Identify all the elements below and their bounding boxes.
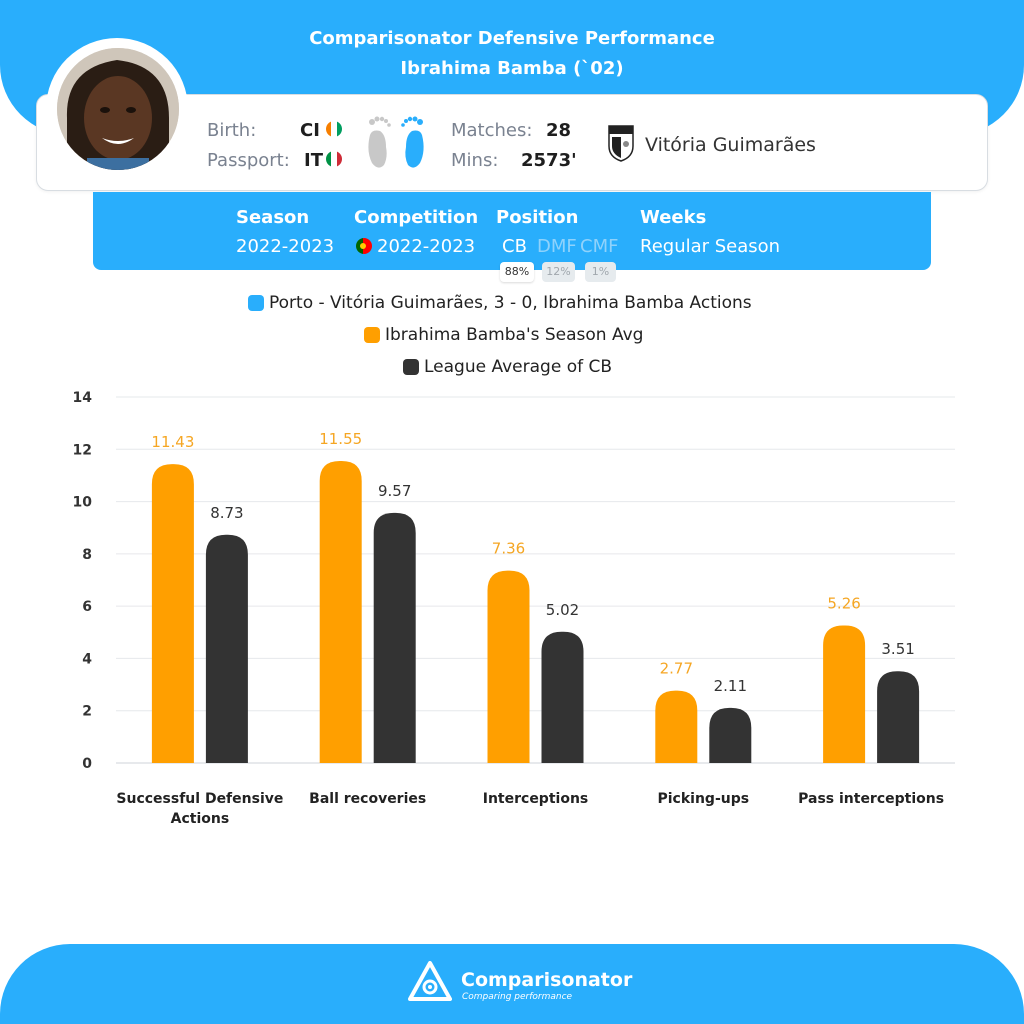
legend-item-match-actions: Porto - Vitória Guimarães, 3 - 0, Ibrahi… <box>248 293 752 313</box>
club-name: Vitória Guimarães <box>645 134 816 156</box>
season-value: 2022-2023 <box>236 236 335 257</box>
avatar <box>57 48 179 170</box>
position-primary-pct: 88% <box>500 262 534 282</box>
legend-swatch-orange <box>364 327 380 343</box>
bar-picking-ups-season-avg <box>655 690 698 763</box>
passport-country-code: IT <box>304 150 323 171</box>
x-tick-label: Pass interceptions <box>798 791 944 807</box>
legend-swatch-dark <box>403 359 419 375</box>
weeks-label: Weeks <box>640 207 707 228</box>
data-label: 7.36 <box>492 540 525 558</box>
y-tick-label: 2 <box>82 704 92 720</box>
bar-picking-ups-league-avg <box>709 707 752 763</box>
y-tick-label: 10 <box>73 495 93 511</box>
y-tick-label: 14 <box>73 390 93 406</box>
data-label: 2.11 <box>714 677 747 695</box>
feet-icon <box>364 111 428 171</box>
competition-label: Competition <box>354 207 479 228</box>
position-tertiary: CMF <box>580 236 619 257</box>
weeks-value: Regular Season <box>640 236 781 257</box>
position-primary: CB <box>502 236 527 257</box>
footer-band <box>0 944 1024 1024</box>
birth-country-code: CI <box>300 120 320 141</box>
info-box <box>93 192 931 270</box>
y-tick-label: 4 <box>82 651 92 667</box>
legend-item-league-avg: League Average of CB <box>403 357 612 377</box>
x-tick-label: Actions <box>171 811 230 827</box>
bar-pass-interceptions-season-avg <box>823 625 866 763</box>
player-name-title: Ibrahima Bamba (`02) <box>400 58 624 79</box>
data-label: 3.51 <box>881 640 914 658</box>
page-title: Comparisonator Defensive Performance <box>309 28 715 49</box>
data-label: 11.55 <box>319 430 362 448</box>
competition-value: 2022-2023 <box>377 236 476 257</box>
y-tick-label: 8 <box>82 547 92 563</box>
comparisonator-logo-icon <box>408 961 452 1003</box>
bar-interceptions-league-avg <box>541 631 584 763</box>
season-label: Season <box>236 207 310 228</box>
x-tick-label: Successful Defensive <box>116 791 283 807</box>
player-card <box>36 94 988 191</box>
bar-successful-defensive-actions-league-avg <box>205 534 248 763</box>
position-secondary-pct: 12% <box>542 262 575 282</box>
data-label: 11.43 <box>151 433 194 451</box>
passport-label: Passport: <box>207 150 290 171</box>
mins-value: 2573' <box>521 150 577 171</box>
data-label: 8.73 <box>210 504 243 522</box>
position-label: Position <box>496 207 579 228</box>
matches-label: Matches: <box>451 120 533 141</box>
bar-ball-recoveries-league-avg <box>373 512 416 763</box>
x-tick-label: Picking-ups <box>658 791 750 807</box>
brand-name: Comparisonator <box>461 969 633 991</box>
legend-item-season-avg: Ibrahima Bamba's Season Avg <box>364 325 643 345</box>
bar-pass-interceptions-league-avg <box>877 671 920 763</box>
italy-flag-icon <box>326 151 342 167</box>
y-tick-label: 0 <box>82 756 92 772</box>
legend-label-season-avg: Ibrahima Bamba's Season Avg <box>385 325 644 345</box>
matches-value: 28 <box>546 120 572 141</box>
data-label: 5.02 <box>546 601 579 619</box>
brand-tagline: Comparing performance <box>462 992 573 1002</box>
birth-label: Birth: <box>207 120 257 141</box>
data-label: 9.57 <box>378 482 411 500</box>
bar-ball-recoveries-season-avg <box>319 461 362 763</box>
legend-swatch-blue <box>248 295 264 311</box>
ivory-coast-flag-icon <box>326 121 342 137</box>
mins-label: Mins: <box>451 150 499 171</box>
club-crest-icon <box>608 124 634 162</box>
x-tick-label: Ball recoveries <box>309 791 426 807</box>
bar-interceptions-season-avg <box>487 570 530 763</box>
portugal-flag-icon <box>356 238 372 254</box>
position-tertiary-pct: 1% <box>585 262 616 282</box>
legend-label-match-actions: Porto - Vitória Guimarães, 3 - 0, Ibrahi… <box>269 293 752 313</box>
legend-label-league-avg: League Average of CB <box>424 357 613 377</box>
y-tick-label: 6 <box>82 599 92 615</box>
x-tick-label: Interceptions <box>483 791 589 807</box>
position-secondary: DMF <box>537 236 577 257</box>
y-tick-label: 12 <box>73 442 92 458</box>
bar-successful-defensive-actions-season-avg <box>151 464 194 763</box>
data-label: 2.77 <box>660 660 693 678</box>
data-label: 5.26 <box>827 594 860 612</box>
